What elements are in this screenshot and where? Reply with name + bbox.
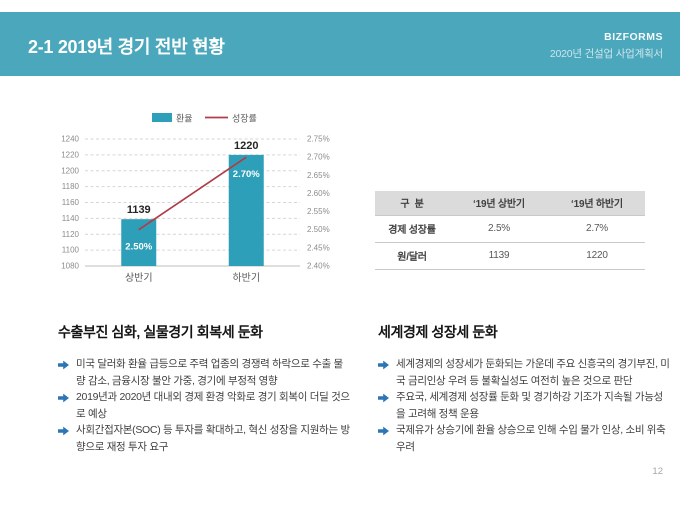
growth-h1-value: 2.5% [449,214,549,242]
svg-text:상반기: 상반기 [125,272,153,284]
bullet-item: 사회간접자본(SOC) 등 투자를 확대하고, 혁신 성장을 지원하는 방향으로… [58,422,352,455]
svg-text:환율: 환율 [176,113,193,124]
bullet-text: 사회간접자본(SOC) 등 투자를 확대하고, 혁신 성장을 지원하는 방향으로… [76,424,350,453]
arrow-icon [378,393,389,403]
svg-text:1139: 1139 [127,204,151,216]
arrow-icon [58,393,69,403]
svg-text:1180: 1180 [62,182,80,191]
table-header-row: 구 분 ‘19년 상반기 ‘19년 하반기 [375,191,645,215]
document-subtitle: 2020년 건설업 사업계획서 [549,48,663,60]
exchange-growth-combo-chart: 1240 1220 1200 1180 1160 1140 1120 1100 1080 2.75… [50,103,360,295]
svg-text:1220: 1220 [61,150,79,159]
svg-text:하반기: 하반기 [232,271,260,284]
svg-text:2.70%: 2.70% [233,169,260,180]
table-header-category: 구 분 [375,191,449,215]
growth-h2-value: 2.7% [549,214,645,242]
svg-text:2.60%: 2.60% [307,189,330,198]
svg-text:1100: 1100 [62,246,80,255]
svg-text:1080: 1080 [61,262,79,271]
section-domestic-economy: 수출부진 심화, 실물경기 회복세 둔화 미국 달러화 환율 급등으로 주력 업… [58,322,352,455]
svg-text:2.70%: 2.70% [307,153,330,162]
row-label-fx: 원/달러 [375,241,449,270]
table-header-h2: ‘19년 하반기 [549,191,645,215]
table-header-h1: ‘19년 상반기 [449,191,549,215]
table-row: 경제 성장률 2.5% 2.7% [375,214,645,242]
svg-text:2.55%: 2.55% [307,207,330,216]
svg-text:1220: 1220 [234,140,258,152]
brand-text: BIZFORMS [604,31,663,43]
svg-text:2.65%: 2.65% [307,171,330,180]
summary-table: 구 분 ‘19년 상반기 ‘19년 하반기 경제 성장률 2.5% 2.7% 원… [375,191,645,270]
chart-canvas: 1240 1220 1200 1180 1160 1140 1120 1100 1080 2.75… [61,113,330,285]
page-number: 12 [652,466,663,477]
svg-text:1240: 1240 [61,135,79,144]
arrow-icon [58,360,69,370]
fx-h1-value: 1139 [449,241,549,270]
fx-h2-value: 1220 [549,241,645,270]
section-heading: 수출부진 심화, 실물경기 회복세 둔화 [58,324,263,340]
section-global-economy: 세계경제 성장세 둔화 세계경제의 성장세가 둔화되는 가운데 주요 신흥국의 … [378,322,670,455]
header-brand-box: BIZFORMS 2020년 건설업 사업계획서 [550,31,663,61]
arrow-icon [378,426,389,436]
svg-text:2.75%: 2.75% [307,135,330,144]
svg-text:2.50%: 2.50% [307,225,330,234]
svg-text:1120: 1120 [62,230,80,239]
bullet-text: 국제유가 상승기에 환율 상승으로 인해 수입 물가 인상, 소비 위축 우려 [396,424,666,453]
bullet-item: 미국 달러화 환율 급등으로 주력 업종의 경쟁력 하락으로 수출 물량 감소,… [58,356,352,389]
header-bar: 2-1 2019년 경기 전반 현황 BIZFORMS 2020년 건설업 사업… [0,12,680,76]
bullet-item: 2019년과 2020년 대내외 경제 환경 악화로 경기 회복이 더딜 것으로… [58,389,352,422]
svg-text:2.40%: 2.40% [307,262,330,271]
arrow-icon [58,426,69,436]
section-heading: 세계경제 성장세 둔화 [378,324,498,340]
row-label-growth: 경제 성장률 [375,214,449,242]
bullet-text: 세계경제의 성장세가 둔화되는 가운데 주요 신흥국의 경기부진, 미국 금리인… [396,358,670,387]
svg-text:1200: 1200 [61,166,79,175]
page-title: 2-1 2019년 경기 전반 현황 [28,37,225,57]
svg-text:1160: 1160 [62,198,80,207]
bullet-item: 세계경제의 성장세가 둔화되는 가운데 주요 신흥국의 경기부진, 미국 금리인… [378,356,670,389]
bullet-item: 국제유가 상승기에 환율 상승으로 인해 수입 물가 인상, 소비 위축 우려 [378,422,670,455]
bullet-text: 2019년과 2020년 대내외 경제 환경 악화로 경기 회복이 더딜 것으로… [76,391,350,420]
svg-text:2.45%: 2.45% [307,243,330,252]
svg-text:성장률: 성장률 [232,114,257,124]
bullet-text: 주요국, 세계경제 성장률 둔화 및 경기하강 기조가 지속될 가능성을 고려해… [396,391,663,420]
svg-text:2.50%: 2.50% [125,242,152,253]
bullet-item: 주요국, 세계경제 성장률 둔화 및 경기하강 기조가 지속될 가능성을 고려해… [378,389,670,422]
bullet-text: 미국 달러화 환율 급등으로 주력 업종의 경쟁력 하락으로 수출 물량 감소,… [76,358,343,387]
arrow-icon [378,360,389,370]
table-row: 원/달러 1139 1220 [375,241,645,270]
svg-text:1140: 1140 [62,214,80,223]
